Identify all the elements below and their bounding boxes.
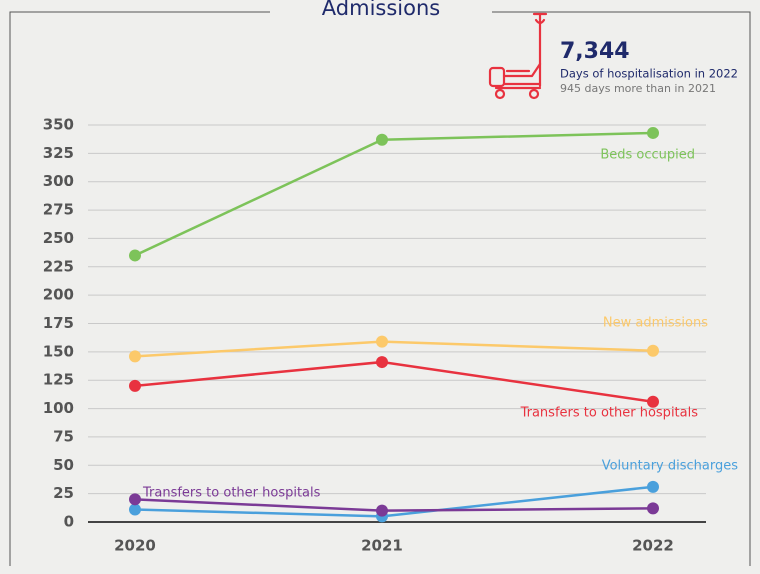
y-tick-label: 0 [64,513,74,531]
y-tick-label: 125 [43,371,74,389]
x-tick-label: 2022 [632,537,674,555]
highlight-note: 945 days more than in 2021 [560,82,716,95]
series-label: New admissions [603,316,708,331]
data-point [647,502,659,515]
y-tick-label: 200 [43,286,74,304]
series-label: Transfers to other hospitals [520,406,699,421]
data-point [129,503,141,516]
data-point [376,356,388,369]
highlight-value: 7,344 [560,39,630,64]
series-label: Beds occupied [600,148,695,163]
y-tick-label: 350 [43,116,74,134]
y-tick-label: 275 [43,201,74,219]
y-tick-label: 300 [43,172,74,190]
chart-title: Admissions [322,0,440,20]
series-label: Transfers to other hospitals [142,486,321,501]
data-point [129,350,141,363]
y-tick-label: 325 [43,144,74,162]
series-line [134,131,654,257]
y-tick-label: 225 [43,257,74,275]
y-tick-label: 25 [53,484,74,502]
y-tick-label: 75 [53,427,74,445]
y-tick-label: 175 [43,314,74,332]
data-point [376,335,388,348]
highlight-caption: Days of hospitalisation in 2022 [560,67,738,81]
y-tick-label: 150 [43,342,74,360]
data-point [647,480,659,493]
y-tick-label: 50 [53,456,74,474]
x-tick-label: 2021 [361,537,403,555]
bed-icon [488,12,548,100]
data-point [647,395,659,408]
series-line [134,360,654,404]
series-line [134,498,654,512]
series-line [134,340,654,358]
y-tick-label: 100 [43,399,74,417]
data-point [129,493,141,506]
x-tick-label: 2020 [114,537,156,555]
frame [9,11,751,566]
y-tick-label: 250 [43,229,74,247]
data-point [647,126,659,139]
data-point [129,379,141,392]
data-point [129,249,141,262]
data-point [376,133,388,146]
data-point [647,344,659,357]
data-point [376,504,388,517]
series-label: Voluntary discharges [602,459,739,474]
